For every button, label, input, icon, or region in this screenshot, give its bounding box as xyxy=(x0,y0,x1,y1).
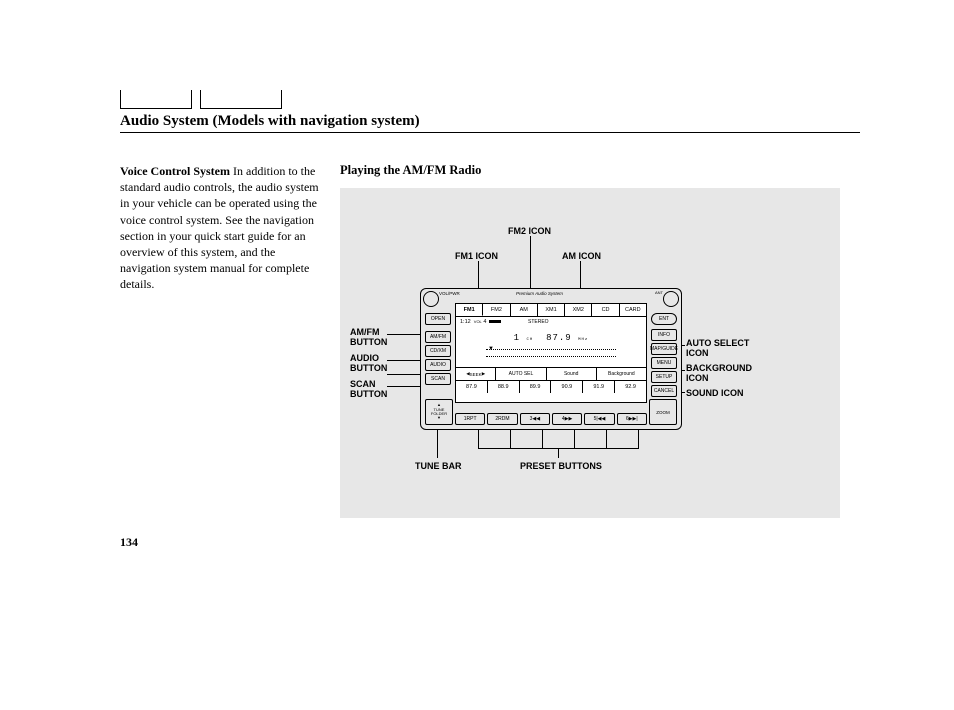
tab-am[interactable]: AM xyxy=(511,304,538,316)
auto-sel-tab[interactable]: AUTO SEL xyxy=(496,368,546,380)
info-button[interactable]: INFO xyxy=(651,329,677,341)
vol-pwr-label: VOL/PWR xyxy=(439,291,460,296)
content-columns: Voice Control System In addition to the … xyxy=(120,163,860,518)
preset-freq-5[interactable]: 91.9 xyxy=(583,381,615,393)
callout-background: BACKGROUND ICON xyxy=(686,363,752,384)
cdxm-button[interactable]: CD/XM xyxy=(425,345,451,357)
tab-card[interactable]: CARD xyxy=(620,304,646,316)
header-box-1 xyxy=(120,90,192,109)
preset-freq-2[interactable]: 88.9 xyxy=(488,381,520,393)
tab-xm1[interactable]: XM1 xyxy=(538,304,565,316)
status-line: 1:12 VOL 4 xyxy=(460,319,501,325)
callout-auto-select: AUTO SELECT ICON xyxy=(686,338,749,359)
preset-button-5[interactable]: 5|◀◀ xyxy=(584,413,614,425)
preset-button-1[interactable]: 1RPT xyxy=(455,413,485,425)
zoom-button[interactable]: ZOOM xyxy=(649,399,677,425)
volume-knob[interactable] xyxy=(423,291,439,307)
preset-button-3[interactable]: 3◀◀ xyxy=(520,413,550,425)
sound-tab[interactable]: Sound xyxy=(547,368,597,380)
background-tab[interactable]: Background xyxy=(597,368,646,380)
preset-button-2[interactable]: 2RDM xyxy=(487,413,517,425)
preset-button-4[interactable]: 4▶▶ xyxy=(552,413,582,425)
stereo-indicator: STEREO xyxy=(528,319,549,325)
manual-page: Audio System (Models with navigation sys… xyxy=(120,90,860,518)
scan-button[interactable]: SCAN xyxy=(425,373,451,385)
ant-label: ANT xyxy=(655,290,663,295)
left-column: Voice Control System In addition to the … xyxy=(120,163,320,518)
callout-fm1: FM1 ICON xyxy=(455,251,498,261)
tune-bar-indicator: ▼ xyxy=(486,349,616,357)
down-arrow-icon: ▼ xyxy=(437,416,441,420)
tab-fm2[interactable]: FM2 xyxy=(483,304,510,316)
preset-freq-4[interactable]: 90.9 xyxy=(551,381,583,393)
setup-button[interactable]: SETUP xyxy=(651,371,677,383)
premium-audio-label: Premium Audio System xyxy=(516,291,563,296)
display-screen: FM1 FM2 AM XM1 XM2 CD CARD 1:12 VOL xyxy=(455,303,647,403)
menu-button[interactable]: MENU xyxy=(651,357,677,369)
tab-cd[interactable]: CD xyxy=(592,304,619,316)
vol-label: VOL xyxy=(474,319,482,324)
audio-button[interactable]: AUDIO xyxy=(425,359,451,371)
radio-head-unit: VOL/PWR Premium Audio System ANT OPEN AM… xyxy=(420,288,682,430)
preset-freq-3[interactable]: 89.9 xyxy=(520,381,552,393)
tab-fm1[interactable]: FM1 xyxy=(456,304,483,316)
header-box-2 xyxy=(200,90,282,109)
playing-radio-heading: Playing the AM/FM Radio xyxy=(340,163,860,178)
amfm-button[interactable]: AM/FM xyxy=(425,331,451,343)
callout-sound: SOUND ICON xyxy=(686,388,744,398)
channel-number: 1 xyxy=(514,333,520,343)
page-title: Audio System (Models with navigation sys… xyxy=(120,113,860,133)
frequency-unit: MHz xyxy=(578,338,588,342)
preset-freq-1[interactable]: 87.9 xyxy=(456,381,488,393)
vol-bar-icon xyxy=(489,320,501,323)
callout-am: AM ICON xyxy=(562,251,601,261)
frequency-value: 87.9 xyxy=(546,333,572,343)
tune-folder-button[interactable]: ▲ TUNE FOLDER ▼ xyxy=(425,399,453,425)
preset-button-6[interactable]: 6▶▶| xyxy=(617,413,647,425)
callout-audio-button: AUDIO BUTTON xyxy=(350,353,387,374)
callout-fm2: FM2 ICON xyxy=(508,226,551,236)
vol-value: 4 xyxy=(483,319,486,325)
seek-control[interactable]: ◀ SEEK ▶ xyxy=(456,368,496,380)
function-row: ◀ SEEK ▶ AUTO SEL Sound Background xyxy=(456,367,646,381)
preset-buttons-row: 1RPT 2RDM 3◀◀ 4▶▶ 5|◀◀ 6▶▶| xyxy=(455,413,647,425)
screen-main-area: 1:12 VOL 4 STEREO 1 CH 87.9 MHz xyxy=(456,317,646,367)
header-tab-boxes xyxy=(120,90,860,109)
channel-label: CH xyxy=(526,338,533,342)
right-column: Playing the AM/FM Radio FM2 ICON FM1 ICO… xyxy=(340,163,860,518)
cancel-button[interactable]: CANCEL xyxy=(651,385,677,397)
tab-xm2[interactable]: XM2 xyxy=(565,304,592,316)
tune-pointer-icon: ▼ xyxy=(488,346,494,352)
right-button-strip: ENT INFO MAP/GUIDE MENU SETUP CANCEL xyxy=(651,313,677,399)
callout-tune-bar: TUNE BAR xyxy=(415,461,462,471)
radio-figure: FM2 ICON FM1 ICON AM ICON AM/FM BUTTON A… xyxy=(340,188,840,518)
mapguide-button[interactable]: MAP/GUIDE xyxy=(651,343,677,355)
frequency-display: 1 CH 87.9 MHz xyxy=(456,333,646,343)
source-tabs: FM1 FM2 AM XM1 XM2 CD CARD xyxy=(456,304,646,317)
page-number: 134 xyxy=(120,535,138,550)
preset-freq-6[interactable]: 92.9 xyxy=(615,381,646,393)
voice-control-heading: Voice Control System xyxy=(120,164,230,178)
preset-frequency-row: 87.9 88.9 89.9 90.9 91.9 92.9 xyxy=(456,381,646,393)
ent-knob[interactable] xyxy=(663,291,679,307)
voice-control-body: In addition to the standard audio contro… xyxy=(120,164,319,291)
callout-scan-button: SCAN BUTTON xyxy=(350,379,387,400)
callout-preset-buttons: PRESET BUTTONS xyxy=(520,461,602,471)
open-button[interactable]: OPEN xyxy=(425,313,451,325)
callout-amfm-button: AM/FM BUTTON xyxy=(350,327,387,348)
clock-time: 1:12 xyxy=(460,319,471,325)
ent-button[interactable]: ENT xyxy=(651,313,677,325)
left-button-strip: OPEN AM/FM CD/XM AUDIO SCAN xyxy=(425,313,451,387)
